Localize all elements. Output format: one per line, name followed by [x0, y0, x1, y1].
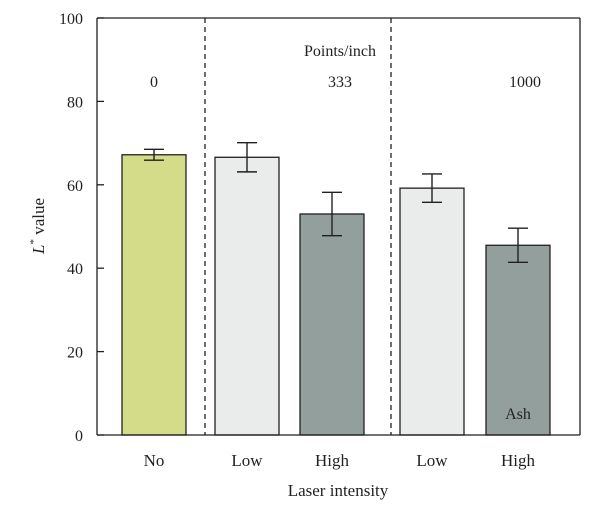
x-axis-title: Laser intensity: [288, 481, 389, 500]
bars-layer: [121, 154, 551, 436]
y-tick-label-0: 0: [75, 428, 83, 445]
y-tick-label-60: 60: [67, 178, 83, 195]
group-dividers: [204, 18, 392, 435]
category-label-1: No: [144, 451, 165, 470]
y-tick-label-100: 100: [59, 11, 83, 28]
group-header-label: Points/inch: [304, 43, 376, 60]
category-label-3: High: [315, 451, 350, 470]
category-label-4: Low: [416, 451, 448, 470]
y-axis-title-main: L: [29, 245, 48, 255]
bar-4: [399, 187, 465, 436]
y-axis-title-sup: *: [28, 239, 40, 245]
category-label-2: Low: [231, 451, 263, 470]
ash-annotation: Ash: [505, 406, 531, 423]
y-ticks: 0 20 40 60 80 100: [59, 11, 104, 445]
y-axis-title-rest: value: [29, 198, 48, 239]
group-label-0: 0: [150, 74, 158, 91]
y-axis-title: L* value: [28, 198, 48, 255]
y-tick-label-20: 20: [67, 345, 83, 362]
group-label-333: 333: [328, 74, 352, 91]
bar-3: [299, 213, 365, 436]
bar-5: [485, 244, 551, 436]
group-label-1000: 1000: [509, 74, 541, 91]
y-tick-label-40: 40: [67, 261, 83, 278]
category-label-5: High: [501, 451, 536, 470]
axes: [96, 17, 581, 436]
error-bars-layer: [144, 141, 528, 264]
y-tick-label-80: 80: [67, 94, 83, 111]
bar-1: [121, 154, 187, 436]
category-labels: No Low High Low High: [144, 451, 536, 470]
bar-2: [214, 156, 280, 436]
